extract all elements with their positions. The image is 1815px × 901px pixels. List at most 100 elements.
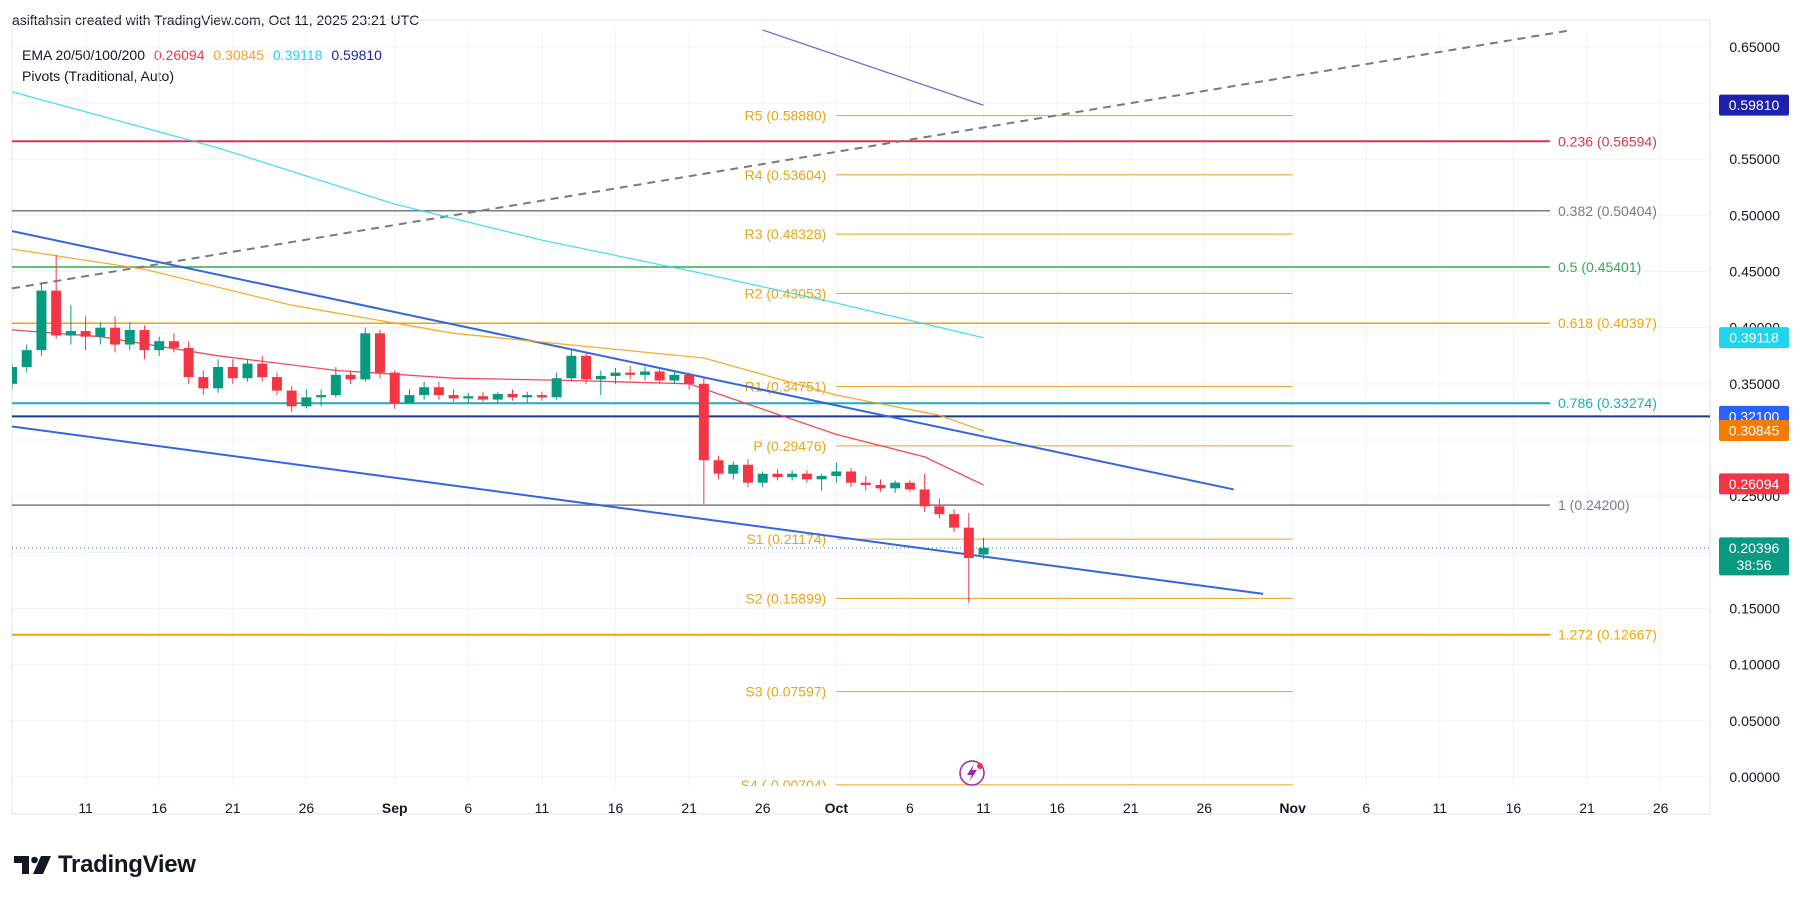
x-axis-tick-label: 26 — [1197, 800, 1213, 816]
price-badge-text: 0.26094 — [1729, 476, 1780, 492]
x-axis-tick-label: 26 — [1653, 800, 1669, 816]
candle-body — [875, 484, 886, 489]
pivots-legend-label: Pivots (Traditional, Auto) — [22, 68, 174, 84]
ema-line-ema-200 — [762, 29, 984, 106]
candle-body — [492, 393, 503, 400]
candle — [507, 389, 518, 401]
candle — [139, 325, 150, 360]
price-badge-text: 0.39118 — [1729, 330, 1779, 346]
event-marker-icon — [959, 760, 985, 786]
indicator-legend: EMA 20/50/100/200 0.26094 0.30845 0.3911… — [22, 45, 387, 87]
candle-body — [507, 393, 518, 398]
candle-body — [654, 371, 665, 381]
candle-body — [375, 333, 385, 373]
candle-body — [949, 514, 960, 528]
candle — [831, 462, 842, 483]
candle — [669, 370, 680, 384]
ema-200-value: 0.59810 — [331, 47, 382, 63]
tradingview-logo-icon — [14, 856, 51, 874]
candle-body — [80, 331, 91, 337]
candle-body — [448, 395, 459, 399]
candle-body — [65, 331, 76, 336]
candle — [448, 389, 459, 402]
candle-body — [404, 395, 415, 403]
candle-body — [198, 377, 209, 389]
candle — [404, 389, 415, 405]
candle — [978, 537, 989, 560]
x-axis-tick-label: 21 — [225, 800, 241, 816]
candle-body — [846, 471, 857, 483]
grid-lines — [12, 30, 1710, 786]
candles — [12, 254, 989, 603]
candle-body — [772, 473, 783, 478]
candle — [95, 322, 106, 345]
candle — [801, 470, 812, 483]
candle — [80, 316, 91, 351]
x-axis-tick-label: 11 — [976, 800, 991, 816]
candle — [904, 480, 915, 492]
candle — [890, 480, 901, 493]
ema-legend-row[interactable]: EMA 20/50/100/200 0.26094 0.30845 0.3911… — [22, 45, 387, 66]
candle-body — [713, 460, 724, 474]
candle-body — [684, 374, 695, 384]
candle — [242, 359, 253, 382]
y-axis-tick-label: 0.35000 — [1729, 376, 1780, 392]
candle — [698, 378, 709, 505]
y-axis-tick-label: 0.10000 — [1729, 657, 1780, 673]
plot-area: R5 (0.58880) R4 (0.53604) R3 (0.48328) R2 (… — [12, 29, 1710, 786]
candle — [375, 329, 385, 379]
x-axis-tick-label: Nov — [1279, 800, 1306, 816]
candle-body — [124, 329, 135, 345]
candle-body — [536, 395, 547, 398]
candle-body — [139, 329, 150, 351]
y-axis-tick-label: 0.50000 — [1729, 207, 1780, 223]
x-axis-tick-label: 16 — [608, 800, 624, 816]
pivot-level-label: S2 (0.15899) — [745, 590, 826, 606]
candle-body — [110, 327, 121, 345]
price-badge-text: 0.59810 — [1729, 97, 1780, 113]
candle — [566, 350, 577, 382]
ema-50-value: 0.30845 — [213, 47, 264, 63]
candle-body — [801, 473, 812, 480]
pivot-level-label: S1 (0.21174) — [746, 531, 826, 547]
x-axis-tick-label: 6 — [1362, 800, 1370, 816]
fib-level-label: 0.5 (0.45401) — [1558, 259, 1641, 275]
candle — [198, 370, 209, 396]
candle — [301, 389, 312, 409]
pivots-legend-row[interactable]: Pivots (Traditional, Auto) — [22, 66, 387, 87]
candle-body — [919, 489, 930, 507]
price-chart[interactable]: R5 (0.58880) R4 (0.53604) R3 (0.48328) R2 (… — [0, 0, 1815, 845]
candle — [12, 363, 17, 390]
price-badge: 0.59810 — [1719, 94, 1789, 116]
price-badge-text: 0.20396 — [1729, 540, 1780, 556]
candle — [419, 381, 430, 400]
x-axis-tick-label: 21 — [1579, 800, 1595, 816]
candle-body — [316, 395, 327, 398]
fib-level-label: 0.236 (0.56594) — [1558, 133, 1657, 149]
candle — [478, 391, 489, 402]
candle-body — [787, 473, 798, 478]
candle — [21, 344, 32, 373]
candle — [949, 509, 960, 533]
candle-body — [566, 355, 577, 379]
candle — [639, 366, 650, 381]
candle-body — [610, 372, 621, 376]
candle — [463, 392, 474, 403]
candle-body — [698, 383, 709, 461]
price-badge: 0.30845 — [1719, 420, 1789, 442]
price-badge-countdown: 38:56 — [1736, 557, 1771, 573]
candle-body — [639, 371, 650, 375]
x-axis-tick-label: 6 — [464, 800, 472, 816]
candle-body — [168, 341, 179, 348]
candle-body — [389, 372, 400, 403]
candle — [713, 455, 724, 480]
price-badge: 0.39118 — [1719, 327, 1789, 349]
candle-body — [904, 482, 915, 490]
x-axis-tick-label: Sep — [382, 800, 408, 816]
candle — [522, 391, 533, 403]
ema-line-ema-100 — [12, 91, 984, 339]
candle — [772, 469, 783, 481]
candle-body — [478, 396, 489, 400]
candle — [595, 370, 606, 396]
